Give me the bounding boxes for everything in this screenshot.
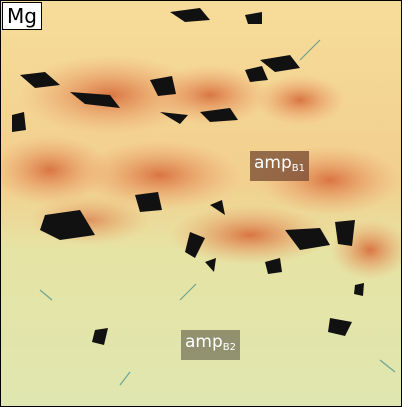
element-label: Mg (2, 2, 42, 30)
label-subscript: B2 (223, 342, 236, 353)
phase-label: ampB1 (250, 151, 309, 181)
element-map: Mg ampB1 ampB2 (0, 0, 402, 407)
label-text: amp (185, 332, 223, 352)
phase-label: ampB2 (181, 330, 240, 360)
label-text: amp (254, 153, 292, 173)
label-subscript: B1 (292, 163, 305, 174)
